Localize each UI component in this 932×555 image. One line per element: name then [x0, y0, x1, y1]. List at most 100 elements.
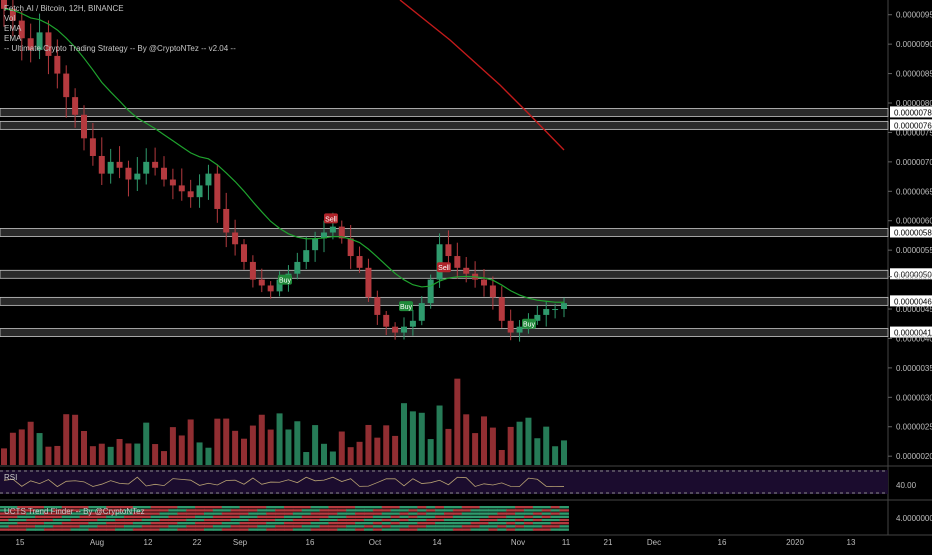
candle-body — [134, 173, 141, 180]
trend-cell — [408, 522, 418, 525]
trend-cell — [150, 528, 161, 531]
signal-label: Buy — [279, 278, 292, 285]
trend-cell — [132, 512, 143, 515]
candle-body — [303, 250, 310, 262]
trend-cell — [399, 515, 409, 518]
candle-body — [489, 285, 496, 298]
trend-cell — [328, 512, 338, 515]
trend-cell — [177, 506, 187, 509]
volume-bar — [9, 432, 16, 465]
volume-bar — [552, 446, 559, 465]
trend-cell — [0, 518, 9, 522]
trend-cell — [239, 509, 249, 512]
trend-cell — [221, 506, 232, 509]
trend-cell — [515, 515, 525, 518]
candle-body — [543, 309, 550, 315]
trend-cell — [310, 509, 321, 512]
trend-cell — [212, 509, 223, 512]
volume-bar — [143, 422, 150, 465]
trend-cell — [417, 509, 427, 512]
trend-cell — [8, 512, 18, 515]
trend-cell — [506, 515, 516, 518]
candle-body — [392, 326, 399, 333]
trend-cell — [275, 512, 285, 515]
candle-body — [81, 114, 87, 139]
trend-cell — [550, 518, 561, 522]
trend-cell — [177, 515, 187, 518]
trend-cell — [524, 528, 534, 531]
price-tick-label: 0.00000200 — [896, 452, 932, 461]
trend-cell — [195, 512, 205, 515]
candle-body — [498, 297, 505, 321]
trend-cell — [221, 515, 232, 518]
trend-cell — [230, 528, 241, 531]
trend-cell — [408, 506, 418, 509]
trend-cell — [195, 515, 205, 518]
trend-cell — [150, 506, 161, 509]
trend-cell — [550, 522, 561, 525]
trend-cell — [408, 528, 418, 531]
trend-cell — [381, 522, 392, 525]
sr-label: 0.00000784 — [894, 108, 932, 117]
trend-cell — [79, 518, 89, 522]
trend-cell — [0, 528, 9, 531]
trend-cell — [35, 512, 45, 515]
trend-cell — [524, 512, 534, 515]
trend-cell — [364, 525, 374, 528]
trend-cell — [319, 515, 329, 518]
trend-cell — [239, 512, 249, 515]
trend-cell — [221, 525, 232, 528]
candle-body — [36, 32, 43, 51]
trend-cell — [230, 522, 241, 525]
volume-bar — [303, 452, 310, 465]
candle-body — [516, 326, 523, 333]
trend-cell — [355, 525, 365, 528]
trend-cell — [417, 506, 427, 509]
trend-cell — [417, 522, 427, 525]
trend-cell — [0, 509, 9, 512]
trend-cell — [230, 509, 241, 512]
trend-cell — [141, 525, 152, 528]
trend-cell — [195, 509, 205, 512]
trend-cell — [79, 525, 89, 528]
volume-bar — [489, 427, 496, 465]
trend-cell — [26, 515, 36, 518]
trend-cell — [461, 528, 472, 531]
trend-cell — [506, 506, 516, 509]
trend-cell — [61, 518, 72, 522]
trend-cell — [150, 518, 161, 522]
candle-body — [196, 185, 203, 198]
volume-bar — [285, 429, 292, 465]
trend-cell — [319, 506, 329, 509]
trend-cell — [150, 509, 161, 512]
trend-cell — [26, 525, 36, 528]
volume-bar — [223, 418, 230, 465]
trend-cell — [337, 515, 347, 518]
trend-cell — [417, 512, 427, 515]
volume-bar — [427, 439, 434, 465]
trend-cell — [70, 525, 81, 528]
candle-body — [276, 279, 283, 292]
trend-cell — [88, 528, 98, 531]
trend-cell — [497, 525, 507, 528]
trend-cell — [444, 522, 454, 525]
candle-body — [63, 73, 70, 98]
trend-cell — [186, 512, 196, 515]
candle-body — [267, 285, 274, 292]
trend-cell — [0, 522, 9, 525]
sr-label: 0.00000509 — [894, 270, 932, 279]
trend-cell — [44, 528, 54, 531]
trend-cell — [97, 509, 107, 512]
trend-cell — [515, 506, 525, 509]
trend-cell — [26, 506, 36, 509]
trend-cell — [435, 509, 445, 512]
volume-bar — [187, 419, 194, 465]
trend-cell — [132, 528, 143, 531]
trend-cell — [150, 515, 161, 518]
chart-legend: Fetch.AI / Bitcoin, 12H, BINANCE Vol EMA… — [4, 4, 236, 54]
time-axis: 15 Aug 12 22 Sep 16 Oct 14 Nov 11 21 Dec 16 2020 13 — [16, 538, 856, 547]
